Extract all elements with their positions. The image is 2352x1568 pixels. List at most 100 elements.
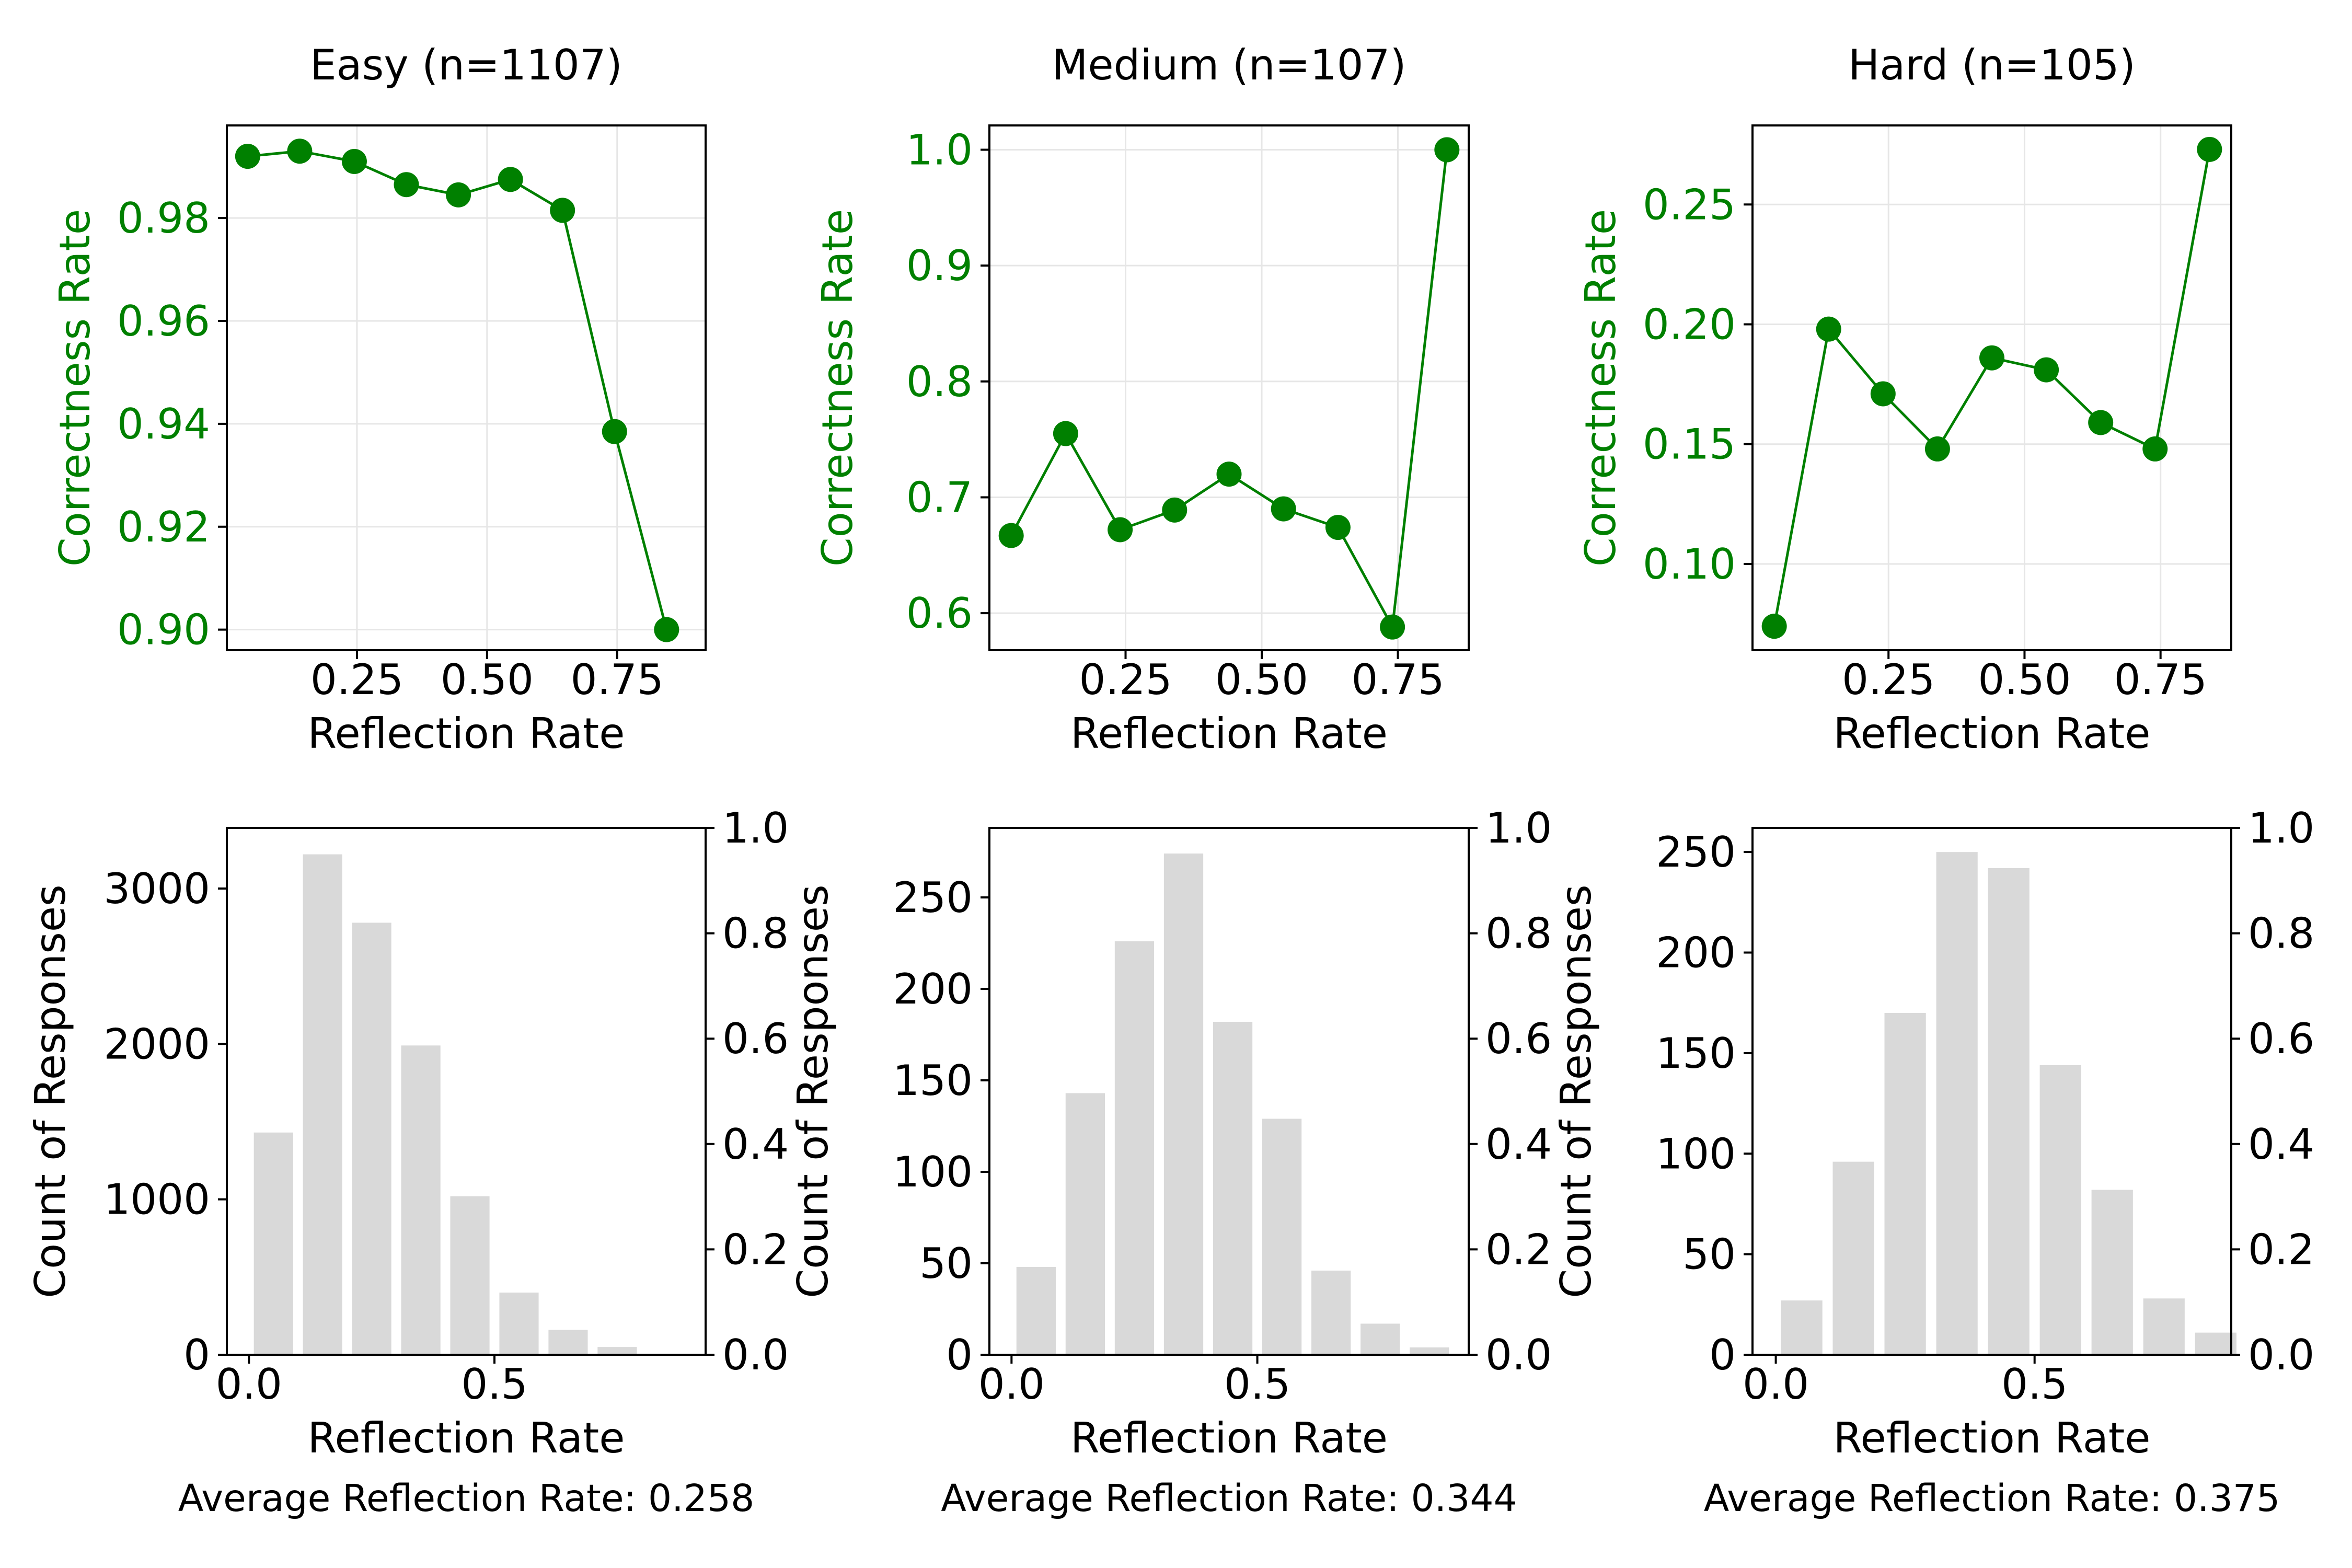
y-tick-label: 0.10 bbox=[1643, 540, 1736, 589]
data-point bbox=[2034, 357, 2059, 383]
x-tick-label: 0.75 bbox=[1351, 655, 1444, 704]
chart-title: Hard (n=105) bbox=[1848, 41, 2136, 89]
bar bbox=[1213, 1022, 1253, 1355]
x-tick-label: 0.5 bbox=[2001, 1360, 2068, 1409]
data-point bbox=[998, 523, 1024, 548]
panel-hard-correctness: 0.25 0.50 0.75 0.10 0.15 0.20 0.25 Reflection R… bbox=[1576, 41, 2232, 758]
bar bbox=[450, 1196, 490, 1355]
bar bbox=[1884, 1012, 1926, 1355]
data-point bbox=[1434, 137, 1460, 163]
data-point bbox=[1761, 614, 1787, 639]
data-point bbox=[1325, 515, 1351, 540]
x-tick-label: 0.25 bbox=[310, 655, 403, 704]
bar bbox=[1114, 941, 1155, 1355]
bar bbox=[352, 923, 391, 1355]
bar bbox=[1988, 868, 2030, 1355]
x-axis-label: Reflection Rate bbox=[1834, 709, 2151, 758]
data-point bbox=[2088, 410, 2114, 435]
y2-tick-label: 0.2 bbox=[2248, 1225, 2314, 1274]
x-tick-label: 0.5 bbox=[461, 1360, 527, 1409]
panel-medium-distribution: 0.0 0.5 0 50 100 150 200 250 0.0 0.2 0.4 0.6 0.8 1.0 R… bbox=[789, 804, 1552, 1520]
x-axis-label: Reflection Rate bbox=[1070, 709, 1388, 758]
x-tick-label: 0.50 bbox=[1215, 655, 1308, 704]
x-tick-label: 0.0 bbox=[1743, 1360, 1809, 1409]
data-point bbox=[550, 198, 575, 223]
bar bbox=[1163, 854, 1204, 1355]
y2-tick-label: 1.0 bbox=[1485, 804, 1552, 852]
chart-title: Medium (n=107) bbox=[1052, 41, 1406, 89]
data-point bbox=[1979, 345, 2004, 371]
y-tick-label: 0.90 bbox=[117, 606, 210, 654]
data-point bbox=[341, 148, 367, 174]
panel-easy-correctness: 0.25 0.50 0.75 0.90 0.92 0.94 0.96 0.98 Reflecti… bbox=[51, 41, 707, 758]
y2-tick-label: 0.6 bbox=[722, 1014, 789, 1063]
bar bbox=[303, 854, 342, 1355]
x-tick-label: 0.75 bbox=[2114, 655, 2207, 704]
bar bbox=[401, 1045, 441, 1355]
data-point bbox=[2142, 436, 2168, 462]
y2-tick-label: 0.6 bbox=[2248, 1014, 2314, 1063]
axes-frame bbox=[988, 827, 1470, 1356]
x-tick-label: 0.25 bbox=[1842, 655, 1935, 704]
data-point bbox=[287, 139, 313, 164]
axes-frame bbox=[988, 124, 1470, 651]
x-tick-label: 0.0 bbox=[978, 1360, 1045, 1409]
y-tick-label: 150 bbox=[893, 1056, 973, 1105]
data-point bbox=[602, 419, 627, 444]
average-reflection-rate-note: Average Reflection Rate: 0.375 bbox=[1704, 1477, 2280, 1520]
bar bbox=[1936, 852, 1978, 1355]
y-tick-label: 0.98 bbox=[117, 194, 210, 243]
bar bbox=[1410, 1347, 1449, 1355]
y-tick-label: 200 bbox=[893, 965, 973, 1013]
y2-tick-label: 0.8 bbox=[1485, 909, 1552, 958]
y-tick-label: 0.25 bbox=[1643, 180, 1736, 229]
y-tick-label: 250 bbox=[893, 873, 973, 922]
x-axis-label: Reflection Rate bbox=[1070, 1414, 1388, 1462]
y2-tick-label: 1.0 bbox=[2248, 804, 2314, 852]
chart-title: Easy (n=1107) bbox=[310, 41, 622, 89]
bar bbox=[1781, 1300, 1823, 1355]
y-tick-label: 100 bbox=[1656, 1129, 1736, 1178]
axes-frame bbox=[1751, 124, 2232, 651]
axes-frame bbox=[226, 827, 707, 1356]
y-tick-label: 1.0 bbox=[906, 126, 973, 175]
data-point bbox=[654, 617, 679, 642]
x-tick-label: 0.50 bbox=[1978, 655, 2071, 704]
y-tick-label: 100 bbox=[893, 1148, 973, 1196]
y2-tick-label: 0.2 bbox=[1485, 1225, 1552, 1274]
x-tick-label: 0.75 bbox=[571, 655, 664, 704]
y-tick-label: 0.92 bbox=[117, 503, 210, 551]
y-axis-label: Count of Responses bbox=[789, 884, 837, 1298]
data-point bbox=[498, 167, 523, 192]
y-tick-label: 200 bbox=[1656, 929, 1736, 977]
y2-tick-label: 0.0 bbox=[1485, 1331, 1552, 1379]
y2-tick-label: 0.6 bbox=[1485, 1014, 1552, 1063]
y2-tick-label: 0.8 bbox=[2248, 909, 2314, 958]
average-reflection-rate-note: Average Reflection Rate: 0.344 bbox=[941, 1477, 1517, 1520]
y-axis-label: Count of Responses bbox=[26, 884, 75, 1298]
y-tick-label: 0.96 bbox=[117, 297, 210, 345]
data-point bbox=[1870, 381, 1896, 407]
y-tick-label: 2000 bbox=[103, 1020, 210, 1068]
data-point bbox=[1108, 517, 1133, 543]
y-tick-label: 0.15 bbox=[1643, 420, 1736, 469]
y-tick-label: 0 bbox=[1709, 1331, 1736, 1379]
data-point bbox=[1271, 496, 1296, 522]
bar bbox=[499, 1293, 539, 1355]
bar bbox=[548, 1330, 588, 1355]
y-axis-label: Correctness Rate bbox=[1576, 209, 1625, 567]
x-axis-label: Reflection Rate bbox=[308, 709, 625, 758]
bar bbox=[2195, 1332, 2236, 1355]
y-tick-label: 50 bbox=[1682, 1230, 1736, 1279]
y2-tick-label: 0.4 bbox=[2248, 1120, 2314, 1169]
panel-medium-correctness: 0.25 0.50 0.75 0.6 0.7 0.8 0.9 1.0 Reflection Ra… bbox=[813, 41, 1470, 758]
bar bbox=[1311, 1271, 1351, 1355]
y2-tick-label: 0.8 bbox=[722, 909, 789, 958]
y2-tick-label: 0.0 bbox=[722, 1331, 789, 1379]
data-point bbox=[1816, 316, 1841, 342]
y-axis-label: Count of Responses bbox=[1552, 884, 1600, 1298]
y2-tick-label: 0.4 bbox=[722, 1120, 789, 1169]
data-point bbox=[1053, 421, 1078, 446]
data-point bbox=[1924, 436, 1950, 462]
